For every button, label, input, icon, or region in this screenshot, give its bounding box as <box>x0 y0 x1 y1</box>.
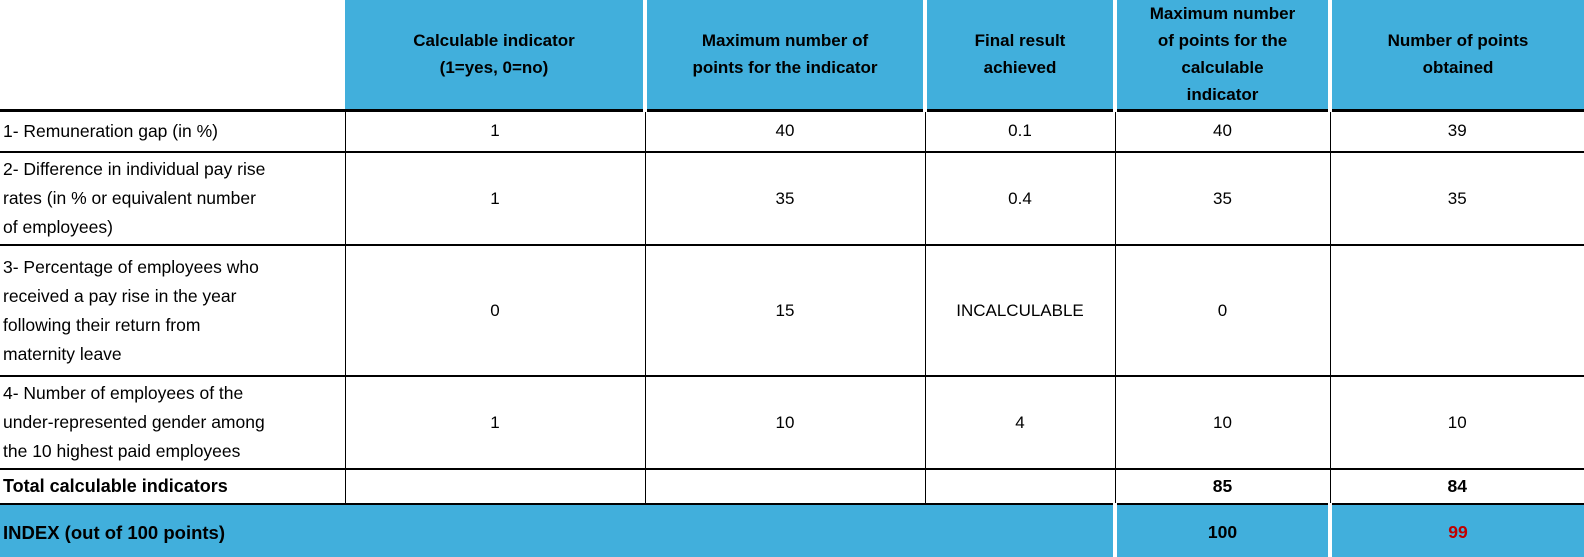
value-cell-points-obtained <box>1329 244 1584 377</box>
table-row-maternity-leave: 3- Percentage of employees who received … <box>0 244 1584 377</box>
col-header-final-result: Final result achieved <box>925 0 1117 112</box>
total-cell-max-points <box>644 468 926 505</box>
value-cell-points-obtained: 35 <box>1329 151 1584 246</box>
value-cell-final-result: 0.1 <box>924 109 1116 153</box>
value-cell-final-result: 4 <box>924 375 1116 470</box>
row-label: 3- Percentage of employees who received … <box>0 244 346 377</box>
value-cell-max-points: 35 <box>644 151 926 246</box>
value-cell-final-result: INCALCULABLE <box>924 244 1116 377</box>
value-cell-points-obtained: 39 <box>1329 109 1584 153</box>
value-cell-max-points: 10 <box>644 375 926 470</box>
col-header-max-points-indicator: Maximum number of points for the indicat… <box>645 0 927 112</box>
index-row: INDEX (out of 100 points) 100 99 <box>0 503 1584 557</box>
header-row: Calculable indicator (1=yes, 0=no) Maxim… <box>0 0 1584 112</box>
value-cell-max-points-calculable: 40 <box>1114 109 1331 153</box>
total-row: Total calculable indicators 85 84 <box>0 468 1584 505</box>
value-cell-max-points: 40 <box>644 109 926 153</box>
value-cell-calculable: 1 <box>344 375 646 470</box>
value-cell-max-points-calculable: 0 <box>1114 244 1331 377</box>
value-cell-calculable: 1 <box>344 151 646 246</box>
index-points-obtained-cell: 99 <box>1328 503 1584 557</box>
total-row-label: Total calculable indicators <box>0 468 346 505</box>
table-row-pay-rise-rates: 2- Difference in individual pay rise rat… <box>0 151 1584 246</box>
value-cell-calculable: 1 <box>344 109 646 153</box>
total-cell-final-result <box>924 468 1116 505</box>
table-row-highest-paid: 4- Number of employees of the under-repr… <box>0 375 1584 470</box>
value-cell-max-points-calculable: 35 <box>1114 151 1331 246</box>
value-cell-calculable: 0 <box>344 244 646 377</box>
row-label: 1- Remuneration gap (in %) <box>0 109 346 153</box>
index-max-points-cell: 100 <box>1113 503 1330 557</box>
table-row-remuneration-gap: 1- Remuneration gap (in %) 1 40 0.1 40 3… <box>0 109 1584 153</box>
value-cell-max-points: 15 <box>644 244 926 377</box>
col-header-max-points-calculable: Maximum number of points for the calcula… <box>1115 0 1332 112</box>
value-cell-final-result: 0.4 <box>924 151 1116 246</box>
row-label: 4- Number of employees of the under-repr… <box>0 375 346 470</box>
value-cell-points-obtained: 10 <box>1329 375 1584 470</box>
col-header-points-obtained: Number of points obtained <box>1330 0 1584 112</box>
total-cell-max-points-calculable: 85 <box>1114 468 1331 505</box>
index-row-label: INDEX (out of 100 points) <box>0 503 1115 557</box>
value-cell-max-points-calculable: 10 <box>1114 375 1331 470</box>
corner-cell <box>0 0 345 112</box>
total-cell-calculable <box>344 468 646 505</box>
total-cell-points-obtained: 84 <box>1329 468 1584 505</box>
col-header-calculable-indicator: Calculable indicator (1=yes, 0=no) <box>345 0 647 112</box>
row-label: 2- Difference in individual pay rise rat… <box>0 151 346 246</box>
